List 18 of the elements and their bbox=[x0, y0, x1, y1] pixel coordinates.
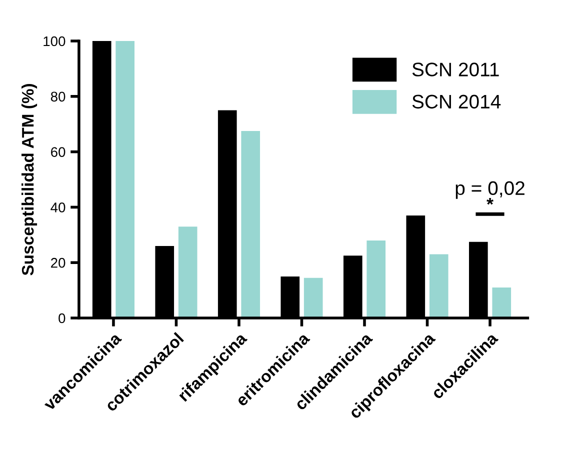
bar bbox=[304, 278, 323, 318]
bar bbox=[492, 288, 512, 318]
y-axis-title: Susceptibilidad ATM (%) bbox=[21, 84, 38, 276]
bar bbox=[116, 41, 134, 318]
bar bbox=[241, 131, 260, 318]
y-tick-label: 40 bbox=[50, 202, 66, 212]
y-tick-label: 60 bbox=[51, 147, 66, 157]
y-tick-label: 100 bbox=[44, 36, 66, 46]
bar bbox=[366, 240, 386, 318]
annotation: p = 0,02 bbox=[456, 181, 524, 199]
y-tick-label: 20 bbox=[51, 258, 66, 268]
y-tick-label: 0 bbox=[58, 313, 66, 324]
legend-label: SCN 2011 bbox=[412, 62, 499, 76]
annotation: * bbox=[486, 198, 494, 205]
y-tick-label: 80 bbox=[50, 92, 66, 102]
bar bbox=[178, 226, 198, 318]
legend-label: SCN 2014 bbox=[412, 94, 501, 109]
bar bbox=[429, 254, 448, 318]
